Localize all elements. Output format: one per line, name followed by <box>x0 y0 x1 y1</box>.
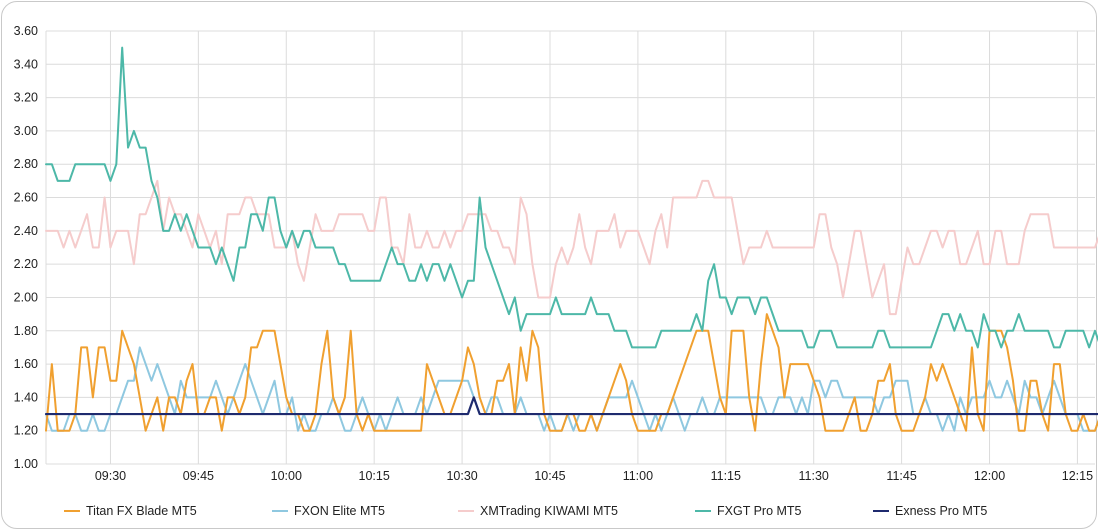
y-tick-label: 3.60 <box>14 24 38 38</box>
legend-item[interactable]: Exness Pro MT5 <box>873 504 987 518</box>
legend-item[interactable]: XMTrading KIWAMI MT5 <box>458 504 618 518</box>
legend-label: FXGT Pro MT5 <box>717 504 802 518</box>
y-tick-label: 1.40 <box>14 390 38 404</box>
legend-label: XMTrading KIWAMI MT5 <box>480 504 618 518</box>
x-tick-label: 10:45 <box>534 469 565 483</box>
y-tick-label: 2.20 <box>14 257 38 271</box>
x-tick-label: 11:00 <box>623 469 653 483</box>
y-tick-label: 2.80 <box>14 157 38 171</box>
legend-label: Titan FX Blade MT5 <box>86 504 197 518</box>
legend[interactable]: Titan FX Blade MT5 FXON Elite MT5 XMTradin… <box>64 504 987 518</box>
x-tick-label: 10:30 <box>446 469 477 483</box>
x-tick-label: 09:45 <box>183 469 214 483</box>
legend-item[interactable]: Titan FX Blade MT5 <box>64 504 197 518</box>
y-tick-label: 1.80 <box>14 324 38 338</box>
x-tick-label: 11:30 <box>799 469 829 483</box>
series-lines <box>44 46 1098 432</box>
legend-item[interactable]: FXGT Pro MT5 <box>695 504 802 518</box>
y-tick-label: 2.40 <box>14 224 38 238</box>
y-tick-label: 3.40 <box>14 57 38 71</box>
series-line-exness-pro-mt5 <box>44 396 1098 416</box>
y-tick-label: 3.20 <box>14 91 38 105</box>
y-tick-label: 2.60 <box>14 191 38 205</box>
x-tick-label: 12:00 <box>974 469 1005 483</box>
x-tick-label: 11:45 <box>886 469 916 483</box>
series-line-xmtrading-kiwami-mt5 <box>45 179 1098 316</box>
y-tick-label: 1.20 <box>14 424 38 438</box>
y-axis: 1.00 1.20 1.40 1.60 1.80 2.00 2.20 2.40 2.60 2.80… <box>14 24 38 471</box>
series-line-fxon-elite-mt5 <box>45 346 1098 432</box>
x-tick-label: 09:30 <box>95 469 126 483</box>
x-tick-label: 12:15 <box>1062 469 1093 483</box>
x-tick-label: 10:15 <box>359 469 390 483</box>
series-line-fxgt-pro-mt5 <box>45 46 1098 349</box>
legend-label: Exness Pro MT5 <box>895 504 987 518</box>
y-tick-label: 1.00 <box>14 457 38 471</box>
grid-lines <box>45 30 1095 465</box>
x-tick-label: 11:15 <box>711 469 741 483</box>
legend-item[interactable]: FXON Elite MT5 <box>272 504 385 518</box>
y-tick-label: 2.00 <box>14 290 38 304</box>
x-tick-label: 10:00 <box>271 469 302 483</box>
y-tick-label: 1.60 <box>14 357 38 371</box>
y-tick-label: 3.00 <box>14 124 38 138</box>
legend-label: FXON Elite MT5 <box>294 504 385 518</box>
x-axis: 09:30 09:45 10:00 10:15 10:30 10:45 11:00 11:15… <box>95 469 1093 483</box>
